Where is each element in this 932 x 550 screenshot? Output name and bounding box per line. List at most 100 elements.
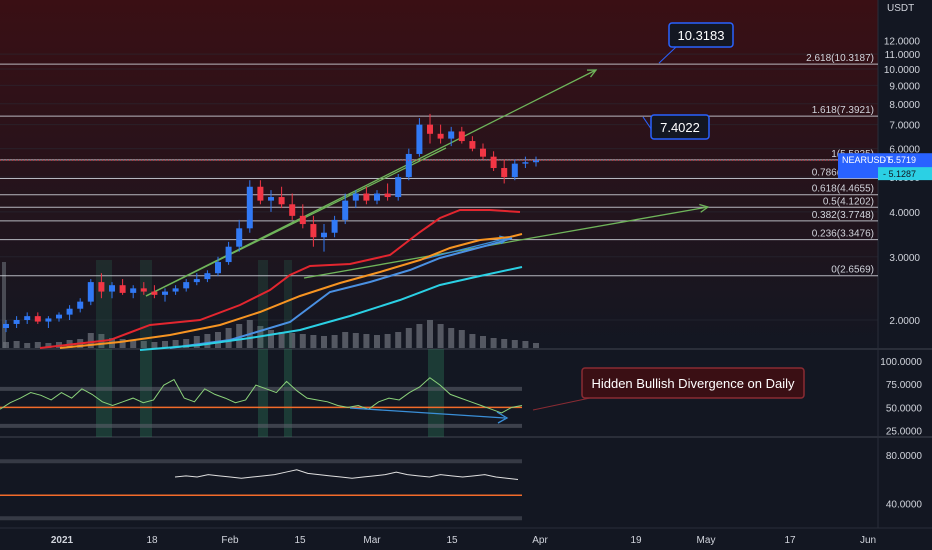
- time-tick-label: 18: [146, 535, 158, 546]
- callouts[interactable]: 10.3183 7.4022 Hidden Bullish Divergence o…: [532, 22, 805, 411]
- fib-level-label: 1.618(7.3921): [812, 105, 874, 116]
- callout-7-4022-box: [650, 114, 710, 140]
- price-tick-label: 3.0000: [889, 253, 920, 264]
- candle-body: [363, 193, 370, 201]
- moving-averages: [39, 209, 523, 351]
- candle-body: [299, 215, 306, 225]
- volume-bar: [162, 341, 168, 348]
- volume-bar: [119, 339, 126, 348]
- divergence-rsi-line: [349, 407, 506, 419]
- candle-body: [522, 162, 529, 164]
- time-tick-label: Apr: [532, 535, 548, 546]
- overbought-band: [96, 349, 112, 437]
- candle-body: [13, 320, 20, 324]
- price-highlight-band: [284, 260, 292, 348]
- volume-bar: [427, 320, 433, 348]
- price-tick-label: 12.0000: [884, 37, 921, 48]
- candle-body: [268, 197, 274, 201]
- current-price-label: - 5.5719: [883, 155, 916, 165]
- candle-body: [501, 168, 508, 178]
- candle-body: [172, 288, 179, 292]
- callout-7-4022-text: 7.4022: [660, 120, 700, 135]
- price-highlight-band: [258, 260, 268, 348]
- volume-bar: [183, 339, 190, 348]
- price-tick-label: 8.0000: [889, 100, 920, 111]
- price-tick-label: 7.0000: [889, 121, 920, 132]
- callout-divergence-box: [581, 367, 805, 399]
- time-tick-label: Feb: [221, 535, 239, 546]
- ema-red-line: [39, 209, 521, 349]
- candle-body: [109, 285, 115, 292]
- overbought-band: [140, 349, 152, 437]
- price-tick-label: 2.0000: [889, 316, 920, 327]
- ema-orange-line: [59, 233, 523, 349]
- candle-body: [257, 186, 264, 201]
- lower-trend-arrow-head: [699, 203, 710, 213]
- rsi-tick-label: 75.0000: [886, 380, 923, 391]
- volume-bar: [501, 339, 508, 348]
- callout-divergence-text: Hidden Bullish Divergence on Daily: [591, 376, 795, 391]
- price-pane-tint: [0, 0, 878, 348]
- volume-bar: [533, 343, 539, 348]
- candle-body: [24, 316, 31, 320]
- osc-tick-label: 80.0000: [886, 451, 923, 462]
- callout-10-3183-text: 10.3183: [678, 28, 725, 43]
- overbought-band: [258, 349, 268, 437]
- volume-bar: [437, 324, 444, 348]
- candle-body: [331, 219, 338, 233]
- quote-currency-label: USDT: [887, 3, 915, 14]
- symbol-label: NEARUSDT: [842, 155, 892, 165]
- upper-trend-arrow-head: [586, 69, 598, 78]
- candle-body: [45, 318, 52, 322]
- volume-bar: [172, 340, 179, 348]
- candle-body: [458, 131, 465, 142]
- candle-body: [130, 288, 137, 293]
- volume-bar: [151, 342, 158, 348]
- candle-body: [34, 316, 41, 322]
- candlesticks: [3, 113, 539, 333]
- candle-body: [480, 148, 486, 157]
- volume-bar: [342, 332, 349, 348]
- lower-trend-arrow: [303, 206, 709, 279]
- candle-body: [533, 160, 539, 163]
- volume-bar: [384, 334, 391, 348]
- price-tick-label: 4.0000: [889, 208, 920, 219]
- volume-bar: [278, 332, 285, 348]
- candle-body: [469, 141, 476, 149]
- rsi-line: [0, 377, 523, 414]
- volume-bar: [24, 343, 31, 348]
- time-tick-label: 19: [630, 535, 642, 546]
- candle-body: [448, 131, 455, 139]
- price-highlight-band: [96, 260, 112, 348]
- candle-body: [511, 163, 518, 178]
- price-axis-background: [878, 0, 932, 550]
- candle-body: [416, 124, 423, 154]
- overbought-band: [428, 349, 444, 437]
- volume-bar: [268, 330, 274, 348]
- volume-bar: [204, 334, 211, 348]
- candle-body: [204, 273, 211, 280]
- volume-bar: [225, 328, 232, 348]
- volume-bar: [395, 332, 402, 348]
- volume-bar: [490, 338, 497, 348]
- fib-level-label: 0(2.6569): [831, 265, 874, 276]
- volume-bar: [236, 324, 243, 348]
- oscillator-pane: [0, 459, 522, 521]
- candle-body: [405, 153, 412, 178]
- volume-bar: [321, 336, 327, 348]
- time-tick-label: Jun: [860, 535, 876, 546]
- candle-body: [352, 193, 359, 201]
- rsi-highlight-bands: [96, 260, 444, 437]
- fib-level-label: 0.5(4.1202): [823, 196, 874, 207]
- candle-body: [193, 279, 200, 283]
- volume-bar: [87, 333, 94, 348]
- volume-bar: [2, 262, 6, 348]
- candle-body: [236, 228, 243, 247]
- volume-bar: [331, 335, 338, 348]
- ma-price-badge: [878, 167, 932, 181]
- overbought-band: [284, 349, 292, 437]
- trend-lines[interactable]: [145, 69, 710, 297]
- osc-line: [174, 469, 519, 480]
- ema-blue-line: [169, 237, 513, 349]
